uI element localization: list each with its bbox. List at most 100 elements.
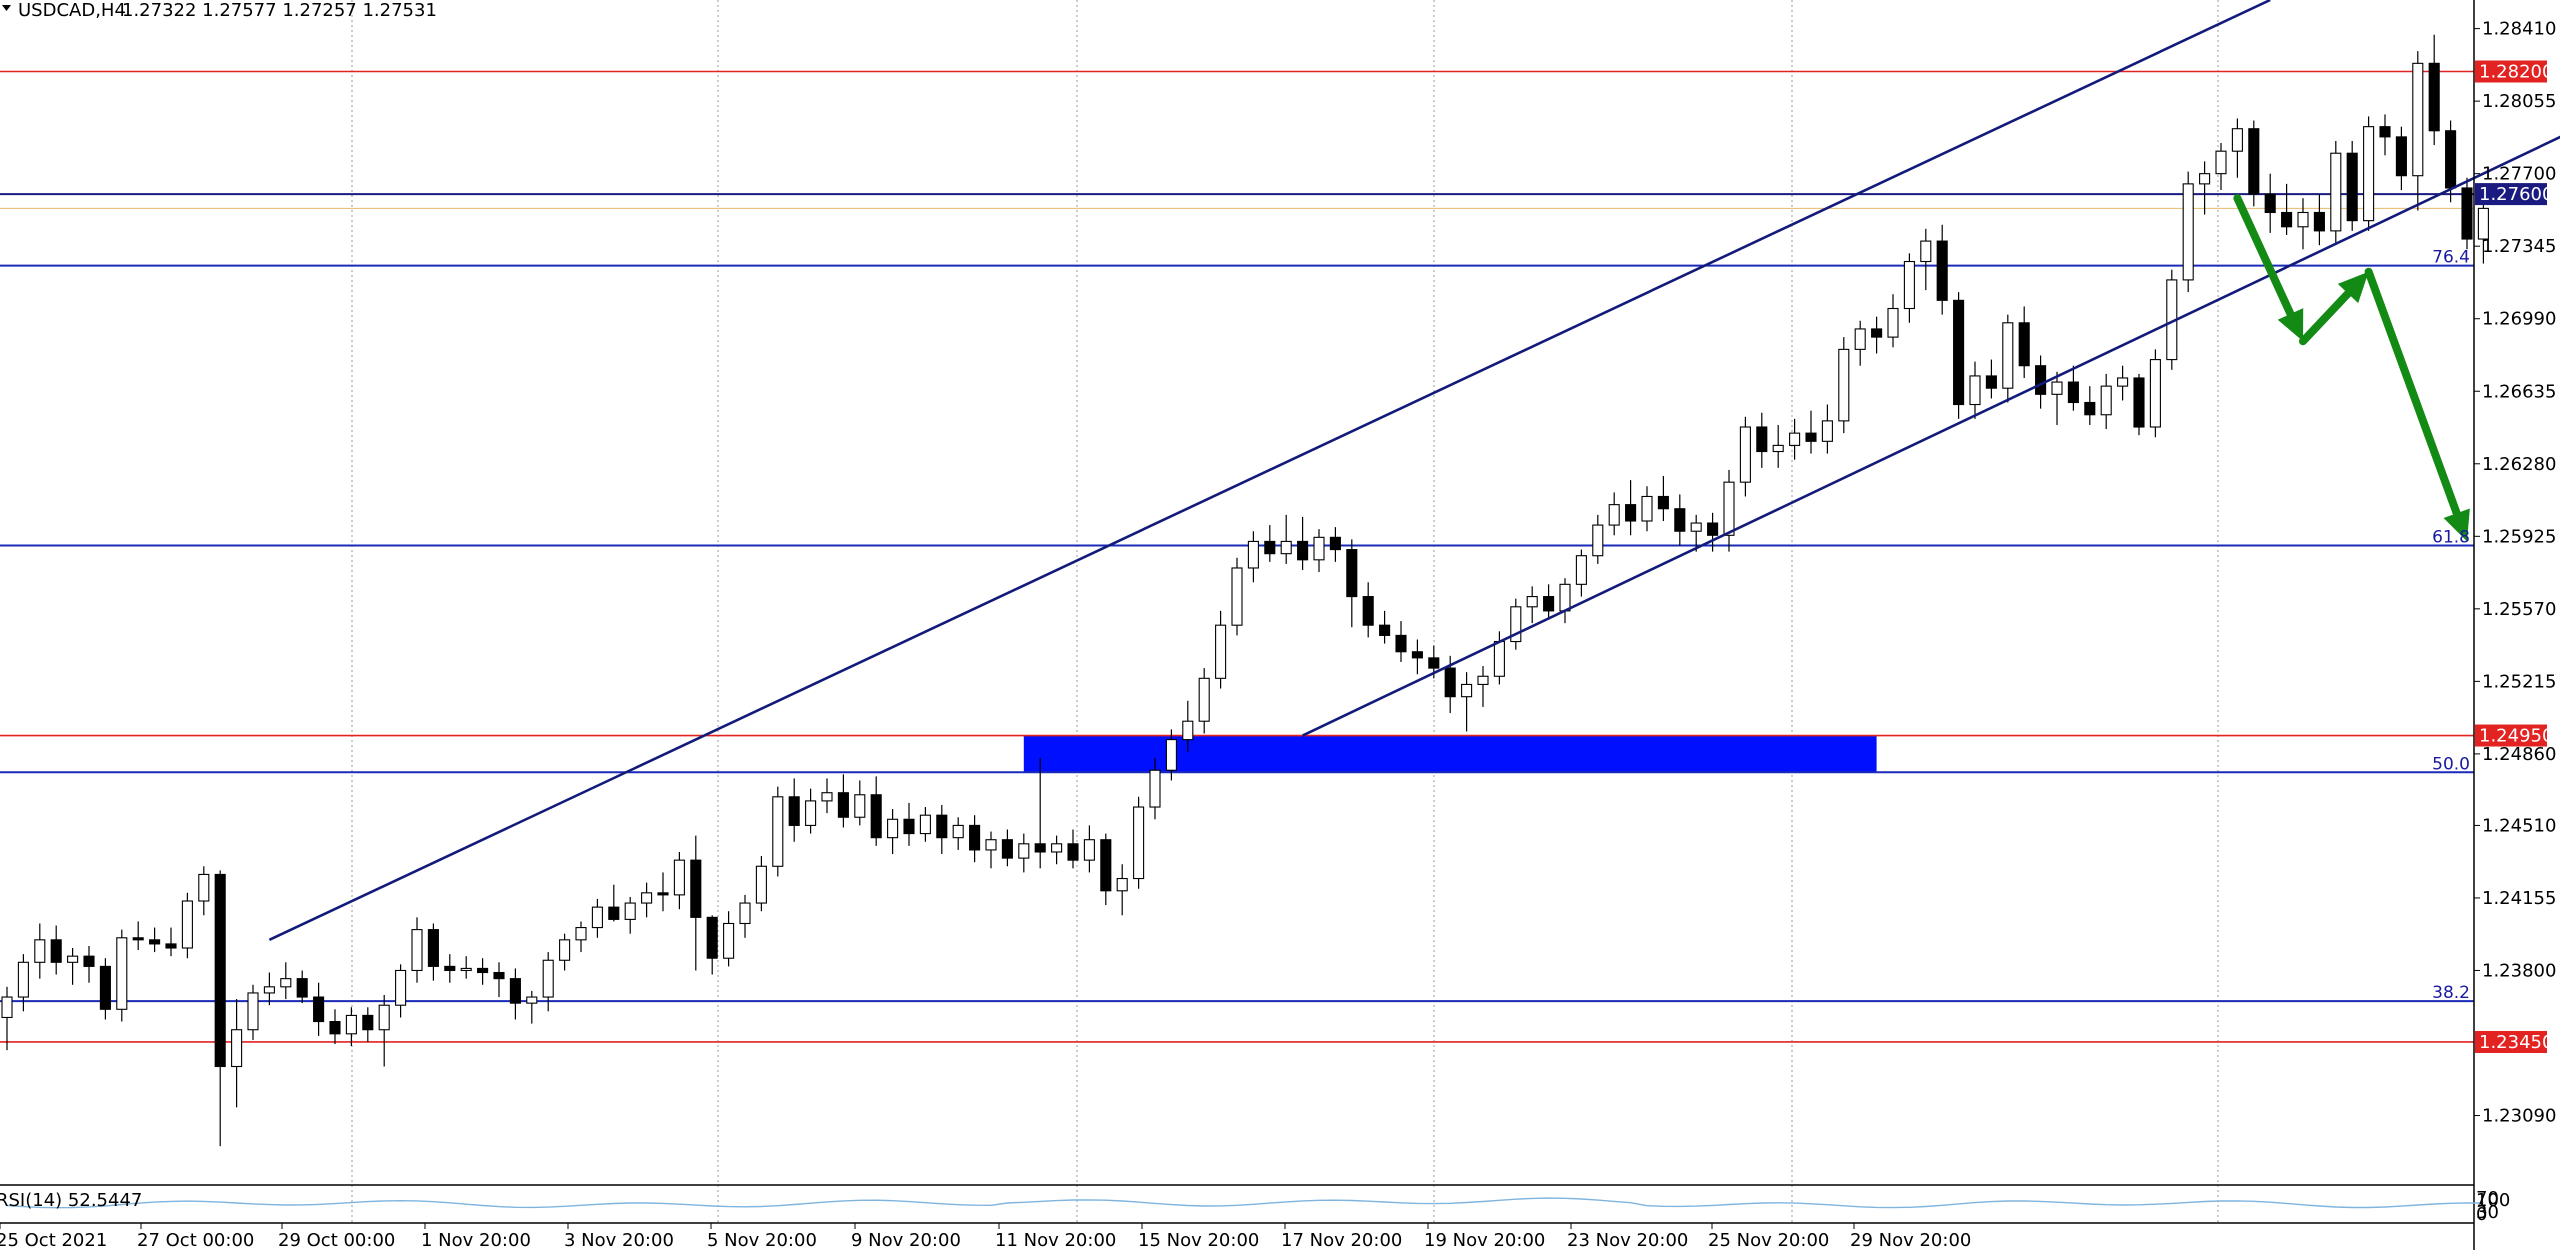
- candle: [1133, 796, 1145, 889]
- candle-body-bull: [919, 814, 931, 835]
- candle: [1641, 486, 1653, 532]
- candle-body-bull: [231, 1029, 243, 1068]
- arrow-segment: [2364, 267, 2461, 518]
- level-label-box: [2475, 60, 2547, 83]
- candle: [1953, 292, 1965, 419]
- candle: [1395, 621, 1407, 662]
- candle-body-bull: [805, 800, 817, 826]
- candle: [1723, 469, 1735, 552]
- candle-body-bull: [2215, 150, 2227, 175]
- candle: [263, 972, 275, 1006]
- header-symbol: USDCAD,H4: [18, 0, 126, 21]
- candle-body-bull: [1903, 260, 1915, 310]
- candle: [690, 835, 702, 971]
- candle-body-bear: [329, 1021, 341, 1035]
- candle: [2051, 371, 2063, 425]
- candle: [1838, 337, 1850, 434]
- candle-body-bear: [2264, 193, 2276, 214]
- candle-body-bull: [1723, 481, 1735, 536]
- rsi-label: RSI(14) 52.5447: [0, 1190, 142, 1211]
- price-tick-label: 1.27700: [2482, 164, 2556, 185]
- candle: [1100, 833, 1112, 906]
- candle-body-bear: [870, 794, 882, 839]
- arrow-head: [2277, 308, 2304, 342]
- candle-body-bull: [1493, 640, 1505, 677]
- candle: [1067, 829, 1079, 869]
- level-label-text: 1.24950: [2479, 726, 2553, 747]
- header-dropdown-icon[interactable]: [2, 5, 11, 11]
- time-tick-label: 9 Nov 20:00: [851, 1230, 961, 1250]
- candle-body-bull: [34, 939, 46, 963]
- candle-body-bear: [903, 818, 915, 835]
- candle-body-bull: [1526, 596, 1538, 608]
- candle: [362, 1007, 374, 1042]
- candle-body-bull: [526, 996, 538, 1004]
- time-axis[interactable]: 25 Oct 2021 27 Oct 00:00 29 Oct 00:00 1 Nov…: [0, 1223, 1971, 1250]
- candle: [919, 807, 931, 842]
- price-tick-label: 1.28055: [2482, 91, 2556, 112]
- candle: [378, 994, 390, 1067]
- price-tick-label: 1.25925: [2482, 526, 2556, 547]
- candle-body-bear: [2248, 128, 2260, 195]
- candle-body-bear: [1674, 508, 1686, 532]
- candle: [936, 804, 948, 855]
- candle-body-bear: [2281, 211, 2293, 228]
- candle: [1969, 361, 1981, 419]
- time-tick-label: 3 Nov 20:00: [564, 1230, 674, 1250]
- candle-body-bear: [1543, 596, 1555, 612]
- candle-body-bear: [296, 978, 308, 998]
- candle-body-bear: [1362, 596, 1374, 626]
- candle-body-bull: [2051, 381, 2063, 395]
- candle: [509, 968, 521, 1020]
- level-price-labels: 1.28200 1.24950 1.23450 1.27600: [2475, 60, 2553, 1053]
- price-axis[interactable]: 1.28410 1.28055 1.27700 1.27345 1.26990 1.266…: [2474, 19, 2556, 1127]
- candle-body-bull: [2002, 322, 2014, 389]
- fib-label: 50.0: [2432, 754, 2470, 774]
- candle-body-bull: [1772, 444, 1784, 453]
- rsi-pane[interactable]: RSI(14) 52.5447 100 70 30 0: [0, 1188, 2510, 1225]
- candle-body-bear: [2084, 401, 2096, 416]
- candle: [1477, 666, 1489, 707]
- channel-lines: [268, 0, 2560, 942]
- candle-body-bull: [345, 1014, 357, 1035]
- candle: [99, 958, 111, 1020]
- candle: [805, 788, 817, 834]
- candle: [1165, 729, 1177, 781]
- candle-body-bull: [1477, 675, 1489, 685]
- candle-body-bear: [2379, 126, 2391, 138]
- rsi-scale-top: 100: [2476, 1190, 2510, 1211]
- candle: [788, 778, 800, 842]
- candle-body-bear: [1379, 624, 1391, 636]
- candle-body-bull: [1969, 375, 1981, 406]
- candle-body-bear: [1707, 522, 1719, 536]
- candle: [1854, 320, 1866, 366]
- candle-body-bull: [739, 902, 751, 925]
- candle: [2330, 140, 2342, 244]
- candle: [329, 1009, 341, 1045]
- candle: [116, 929, 128, 1022]
- candle: [132, 921, 144, 951]
- candle-body-bear: [788, 796, 800, 826]
- candle-body-bull: [1510, 606, 1522, 643]
- candle: [2035, 355, 2047, 409]
- candle-body-bull: [395, 969, 407, 1006]
- time-tick-label: 25 Oct 2021: [0, 1230, 107, 1250]
- candle-body-bull: [2412, 62, 2424, 177]
- candle: [2346, 140, 2358, 231]
- candle: [2215, 143, 2227, 191]
- candle-body-bull: [591, 906, 603, 929]
- candle-body-bull: [460, 967, 472, 972]
- candle-body-bull: [1887, 307, 1899, 338]
- candle: [1772, 424, 1784, 468]
- candle: [345, 1007, 357, 1047]
- candle: [870, 776, 882, 846]
- candle-body-bull: [723, 922, 735, 959]
- candle-body-bull: [1838, 348, 1850, 422]
- candle-body-bear: [1297, 540, 1309, 561]
- candle-body-bear: [50, 939, 62, 963]
- candle: [493, 962, 505, 998]
- candle-body-bull: [985, 839, 997, 851]
- candle: [477, 958, 489, 985]
- candle: [1264, 525, 1276, 562]
